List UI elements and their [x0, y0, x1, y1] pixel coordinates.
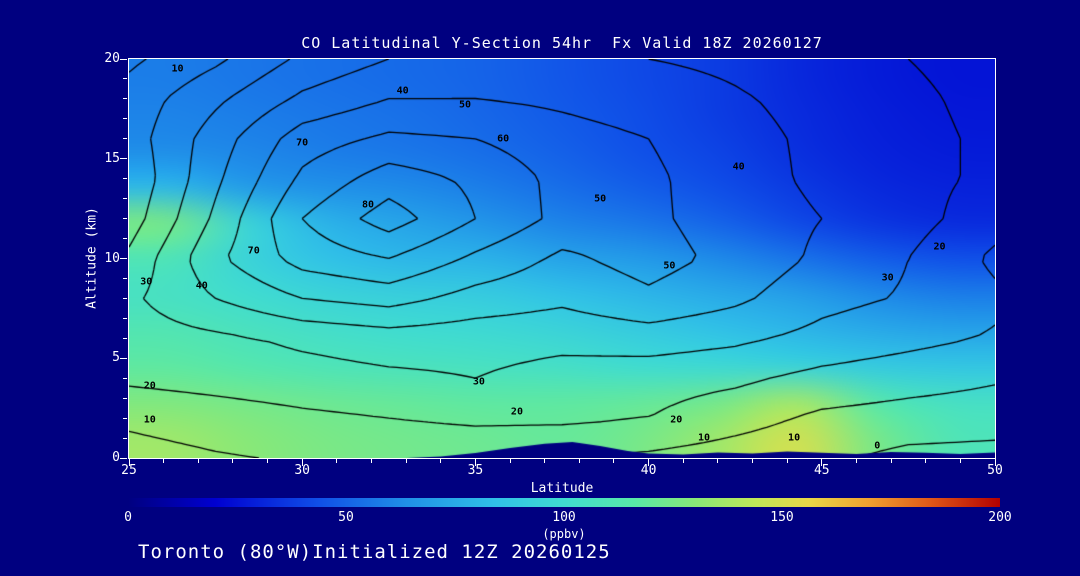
- y-tick-label: 0: [112, 450, 120, 465]
- y-tick-mark: [123, 397, 127, 399]
- x-tick-mark: [578, 459, 580, 463]
- y-tick-mark: [123, 238, 127, 240]
- x-tick-mark: [613, 459, 615, 463]
- x-tick-mark: [821, 459, 823, 466]
- x-tick-mark: [336, 459, 338, 463]
- x-tick-label: 35: [467, 463, 484, 478]
- x-tick-mark: [752, 459, 754, 463]
- x-tick-mark: [682, 459, 684, 463]
- x-tick-mark: [925, 459, 927, 463]
- x-tick-mark: [163, 459, 165, 463]
- y-tick-mark: [123, 98, 127, 100]
- x-tick-mark: [232, 459, 234, 463]
- contour-label: 40: [732, 161, 745, 173]
- contour-label: 30: [881, 272, 894, 284]
- contour-label: 10: [697, 432, 711, 444]
- y-tick-mark: [120, 58, 127, 60]
- x-tick-mark: [370, 459, 372, 463]
- y-tick-label: 10: [104, 250, 120, 266]
- contour-label: 0: [874, 440, 881, 452]
- contour-label: 20: [670, 414, 683, 426]
- x-tick-label: 40: [640, 463, 657, 478]
- contour-label: 50: [663, 260, 676, 272]
- y-tick-mark: [120, 357, 127, 359]
- plot-area: 10 40 50 70 60 80 70 40 30 20 10 30 50 40 50 30 20 20 10 10…: [128, 58, 996, 459]
- heatmap-canvas: [129, 59, 995, 458]
- contour-label: 70: [247, 245, 260, 257]
- y-tick-mark: [123, 138, 127, 140]
- contour-label: 20: [143, 380, 156, 392]
- contour-label: 20: [510, 406, 523, 418]
- x-tick-mark: [301, 459, 303, 466]
- y-tick-mark: [123, 78, 127, 80]
- y-tick-label: 5: [112, 350, 120, 366]
- colorbar-tick-label: 150: [770, 510, 794, 525]
- y-tick-mark: [120, 258, 127, 259]
- contour-label: 30: [140, 276, 153, 288]
- y-tick-mark: [123, 377, 127, 379]
- x-tick-mark: [648, 459, 650, 466]
- x-tick-mark: [786, 459, 788, 463]
- contour-label: 70: [296, 137, 309, 149]
- y-tick-mark: [123, 277, 127, 279]
- contour-label: 10: [171, 63, 184, 75]
- y-tick-label: 20: [104, 51, 120, 66]
- footer-annotation: Toronto (80°W)Initialized 12Z 20260125: [138, 541, 611, 563]
- colorbar-tick-label: 0: [124, 510, 132, 525]
- x-tick-mark: [855, 459, 857, 463]
- x-tick-mark: [197, 459, 199, 463]
- x-tick-mark: [440, 459, 442, 463]
- x-tick-mark: [717, 459, 719, 463]
- y-tick-mark: [120, 457, 127, 459]
- y-tick-mark: [123, 118, 127, 120]
- x-tick-mark: [474, 459, 476, 466]
- x-tick-mark: [509, 459, 511, 463]
- x-tick-mark: [267, 459, 269, 463]
- y-tick-mark: [120, 158, 127, 160]
- y-tick-mark: [123, 218, 127, 220]
- y-tick-mark: [123, 317, 127, 319]
- contour-label: 50: [594, 193, 607, 205]
- colorbar: [128, 498, 1000, 507]
- colorbar-tick-label: 50: [338, 510, 354, 525]
- contour-label: 60: [497, 133, 510, 145]
- contour-label: 10: [788, 432, 801, 444]
- contour-label: 10: [143, 414, 156, 426]
- contour-label: 50: [458, 99, 472, 111]
- x-tick-mark: [128, 459, 130, 466]
- y-tick-mark: [123, 297, 127, 299]
- x-tick-mark: [890, 459, 892, 463]
- x-tick-label: 30: [294, 463, 311, 478]
- x-tick-mark: [959, 459, 961, 463]
- contour-label: 30: [472, 376, 485, 388]
- y-tick-mark: [123, 417, 127, 419]
- contour-label: 80: [361, 199, 375, 211]
- y-tick-mark: [123, 437, 127, 439]
- y-tick-mark: [123, 178, 127, 180]
- x-tick-label: 50: [987, 463, 1003, 478]
- colorbar-tick-label: 200: [988, 510, 1012, 525]
- x-tick-mark: [405, 459, 407, 463]
- x-tick-mark: [994, 459, 996, 466]
- y-tick-mark: [123, 337, 127, 339]
- x-tick-label: 45: [813, 463, 830, 478]
- contour-label: 40: [396, 85, 409, 97]
- x-tick-label: 25: [121, 463, 137, 478]
- colorbar-tick-label: 100: [552, 510, 576, 525]
- y-tick-label: 15: [104, 150, 120, 166]
- chart-title: CO Latitudinal Y-Section 54hr Fx Valid 1…: [301, 34, 823, 52]
- contour-label: 40: [195, 280, 208, 292]
- x-tick-mark: [544, 459, 546, 463]
- contour-label: 20: [933, 241, 946, 253]
- colorbar-unit-label: (ppbv): [542, 527, 586, 541]
- x-axis-title: Latitude: [530, 481, 594, 496]
- y-tick-mark: [123, 198, 127, 200]
